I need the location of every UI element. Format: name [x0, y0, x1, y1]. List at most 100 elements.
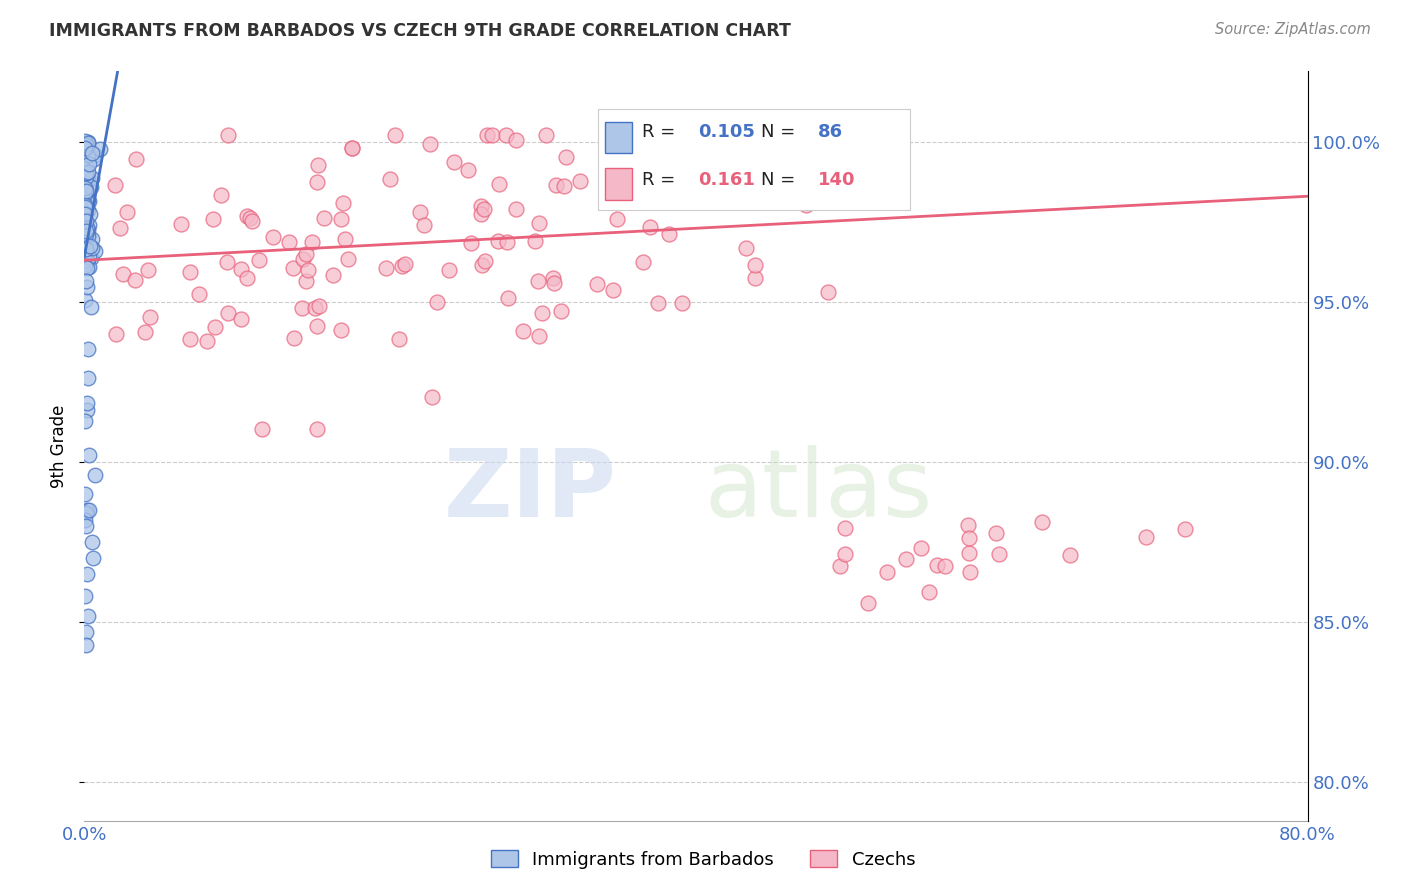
Point [470, 207, 492, 221]
Point [498, 291, 520, 305]
Point [301, 235, 323, 250]
Point [217, 306, 239, 320]
Point [488, 177, 510, 191]
Point [73, 141, 96, 155]
Point [609, 135, 631, 149]
Point [569, 174, 592, 188]
Point [322, 268, 344, 282]
Point [236, 270, 259, 285]
Point [250, 422, 273, 436]
Point [77, 503, 100, 517]
Point [420, 390, 443, 404]
Point [82, 232, 104, 246]
Point [179, 332, 201, 346]
Point [73, 175, 96, 189]
Point [307, 422, 329, 436]
Point [75, 169, 97, 184]
Point [75, 215, 97, 229]
Point [80, 171, 103, 186]
Point [896, 552, 918, 566]
Point [1174, 522, 1197, 536]
Point [80, 300, 103, 314]
Point [236, 209, 259, 223]
Point [957, 531, 980, 545]
Point [647, 295, 669, 310]
Point [76, 567, 98, 582]
Point [75, 176, 97, 190]
Legend: Immigrants from Barbados, Czechs: Immigrants from Barbados, Czechs [484, 843, 922, 876]
Point [77, 147, 100, 161]
Point [495, 128, 517, 143]
Text: 140: 140 [818, 170, 856, 188]
Point [735, 241, 758, 255]
Point [75, 184, 97, 198]
Point [79, 207, 101, 221]
Point [79, 239, 101, 253]
Point [76, 253, 98, 268]
Point [75, 185, 97, 199]
Point [934, 559, 956, 574]
Point [689, 135, 711, 149]
Point [297, 263, 319, 277]
Text: N =: N = [761, 123, 801, 141]
Point [104, 327, 127, 342]
Point [179, 264, 201, 278]
Point [229, 261, 252, 276]
Point [330, 212, 353, 227]
Point [457, 163, 479, 178]
Point [76, 396, 98, 410]
Point [910, 541, 932, 555]
Point [76, 203, 98, 218]
Point [73, 175, 96, 189]
Point [188, 286, 211, 301]
Point [744, 258, 766, 272]
Point [474, 254, 496, 268]
Point [77, 248, 100, 262]
Point [959, 565, 981, 579]
Point [419, 137, 441, 152]
Point [80, 146, 103, 161]
Point [80, 535, 103, 549]
Point [671, 295, 693, 310]
Point [215, 255, 238, 269]
Point [73, 414, 96, 428]
Point [76, 402, 98, 417]
Text: R =: R = [643, 170, 681, 188]
Point [391, 259, 413, 273]
Point [471, 258, 494, 272]
Point [496, 235, 519, 250]
Point [77, 448, 100, 462]
Point [553, 178, 575, 193]
Point [139, 310, 162, 325]
Point [75, 506, 97, 520]
Point [543, 276, 565, 290]
Point [75, 514, 97, 528]
Point [73, 257, 96, 271]
Point [77, 370, 100, 384]
Point [75, 166, 97, 180]
Point [307, 175, 329, 189]
Point [283, 260, 305, 275]
Point [76, 227, 98, 242]
Point [529, 329, 551, 343]
Point [104, 178, 127, 192]
Text: IMMIGRANTS FROM BARBADOS VS CZECH 9TH GRADE CORRELATION CHART: IMMIGRANTS FROM BARBADOS VS CZECH 9TH GR… [49, 22, 792, 40]
Point [108, 220, 131, 235]
Point [550, 303, 572, 318]
Point [82, 241, 104, 255]
Point [75, 259, 97, 273]
Point [240, 214, 263, 228]
Point [136, 262, 159, 277]
Point [876, 566, 898, 580]
Point [204, 320, 226, 334]
Point [124, 273, 146, 287]
Point [475, 128, 498, 143]
Point [217, 128, 239, 143]
Point [75, 275, 97, 289]
Point [472, 202, 495, 216]
Point [76, 194, 98, 208]
Point [76, 170, 98, 185]
Point [202, 212, 225, 227]
Point [79, 194, 101, 208]
Point [460, 235, 482, 250]
